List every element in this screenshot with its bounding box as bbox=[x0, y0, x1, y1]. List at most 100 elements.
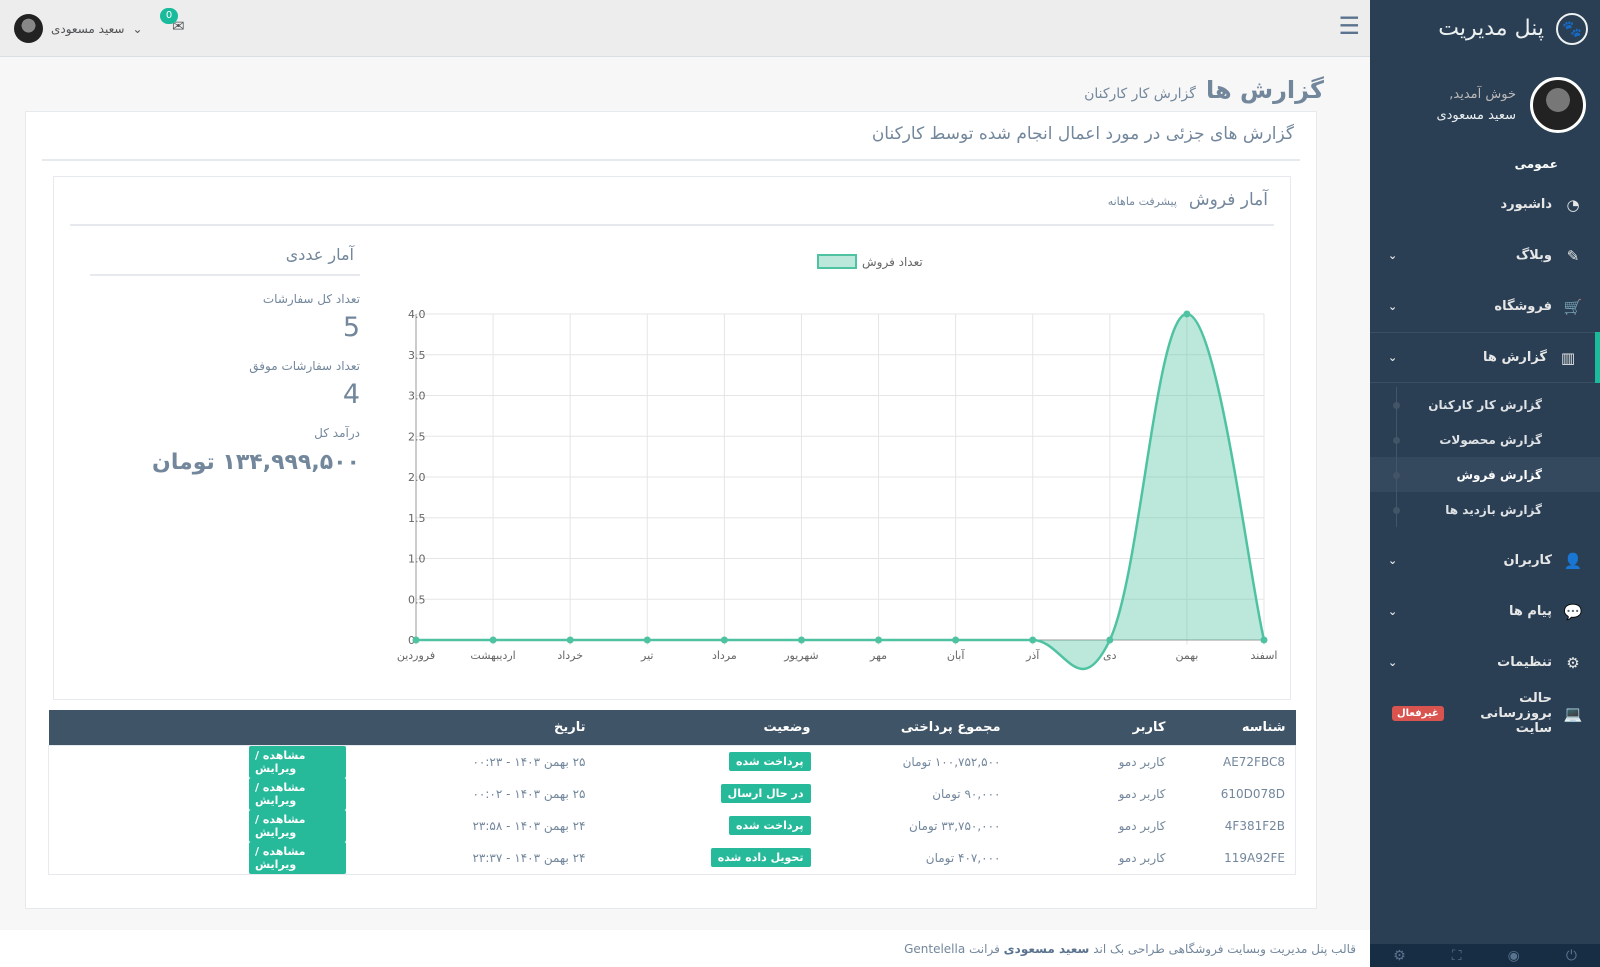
order-id: 610D078D bbox=[1220, 786, 1285, 801]
top-username: سعید مسعودی bbox=[51, 21, 125, 36]
x-tick-label: اردیبهشت bbox=[470, 649, 515, 662]
submenu-staff-report[interactable]: گزارش کار کارکنان bbox=[1370, 387, 1600, 422]
sales-panel-header: آمار فروش پیشرفت ماهانه bbox=[1108, 190, 1268, 210]
footer-author[interactable]: سعید مسعودی bbox=[1003, 942, 1090, 956]
data-point bbox=[1260, 636, 1268, 644]
brand[interactable]: 🐾 پنل مدیریت bbox=[1370, 0, 1600, 57]
sidebar: 🐾 پنل مدیریت خوش آمدید, سعید مسعودی عموم… bbox=[1370, 0, 1600, 967]
order-user: کاربر دمو bbox=[1118, 754, 1166, 769]
divider bbox=[42, 159, 1300, 161]
sidebar-item-dashboard[interactable]: ◔ داشبورد bbox=[1370, 179, 1600, 230]
x-tick-label: بهمن bbox=[1175, 649, 1198, 662]
x-tick-label: اسفند bbox=[1251, 649, 1278, 662]
panel-title: گزارش های جزئی در مورد اعمال انجام شده ت… bbox=[871, 124, 1294, 144]
sidebar-item-label: حالت بروزرسانی سایت bbox=[1480, 691, 1552, 736]
sidebar-item-label: گزارش ها bbox=[1483, 350, 1547, 365]
sidebar-item-settings[interactable]: ⚙ تنظیمات ⌄ bbox=[1370, 637, 1600, 688]
order-total: ۹۰,۰۰۰ تومان bbox=[932, 786, 1001, 801]
y-tick-label: 1.0 bbox=[408, 553, 426, 566]
sidebar-item-shop[interactable]: 🛒 فروشگاه ⌄ bbox=[1370, 281, 1600, 332]
table-row: 4F381F2B کاربر دمو ۳۳,۷۵۰,۰۰۰ تومان پرداخت … bbox=[49, 809, 1296, 842]
view-edit-button[interactable]: مشاهده / ویرایش bbox=[249, 745, 346, 778]
maintenance-status-badge: غیرفعال bbox=[1392, 706, 1444, 721]
sales-chart: 0 0.5 1.0 1.5 2.0 2.5 3.0 3.5 4.0 فروردین اردیبهشت… bbox=[372, 235, 1284, 695]
sales-chart-svg: 0 0.5 1.0 1.5 2.0 2.5 3.0 3.5 4.0 فروردین اردیبهشت… bbox=[397, 254, 1278, 671]
sidebar-item-reports[interactable]: ▥ گزارش ها ⌄ bbox=[1370, 332, 1600, 383]
user-dropdown[interactable]: ⌄ سعید مسعودی bbox=[14, 14, 143, 43]
mail-button[interactable]: ✉ 0 bbox=[160, 8, 185, 35]
welcome-text: خوش آمدید, bbox=[1449, 87, 1516, 102]
sidebar-item-label: تنظیمات bbox=[1497, 655, 1552, 670]
table-row: 610D078D کاربر دمو ۹۰,۰۰۰ تومان در حال ارسا… bbox=[49, 777, 1296, 810]
profile-username: سعید مسعودی bbox=[1436, 108, 1516, 123]
order-user: کاربر دمو bbox=[1118, 850, 1166, 865]
table-row: AE72FBC8 کاربر دمو ۱۰۰,۷۵۲,۵۰۰ تومان پرداخت… bbox=[49, 745, 1296, 778]
submenu-sales-report[interactable]: گزارش فروش bbox=[1370, 457, 1600, 492]
laptop-icon: 💻 bbox=[1563, 704, 1583, 723]
table-header-row: شناسه کاربر مجموع پرداختی وضعیت تاریخ bbox=[48, 710, 1296, 745]
gear-icon: ⚙ bbox=[1566, 653, 1580, 672]
profile: خوش آمدید, سعید مسعودی bbox=[1370, 57, 1600, 143]
order-date: ۲۴ بهمن ۱۴۰۳ - ۲۳:۳۷ bbox=[472, 850, 586, 865]
fullscreen-icon[interactable]: ⛶ bbox=[1451, 947, 1462, 964]
x-tick-label: مهر bbox=[869, 649, 887, 662]
order-date: ۲۴ بهمن ۱۴۰۳ - ۲۳:۵۸ bbox=[472, 818, 586, 833]
logout-icon[interactable]: ⏻ bbox=[1565, 947, 1577, 964]
successful-orders-label: تعداد سفارشات موفق bbox=[249, 359, 360, 373]
order-total: ۴۰۷,۰۰۰ تومان bbox=[925, 850, 1001, 865]
order-total: ۱۰۰,۷۵۲,۵۰۰ تومان bbox=[902, 754, 1001, 769]
table-row: 119A92FE کاربر دمو ۴۰۷,۰۰۰ تومان تحویل داده… bbox=[49, 841, 1296, 875]
sidebar-item-messages[interactable]: 💬 پیام ها ⌄ bbox=[1370, 586, 1600, 637]
order-user: کاربر دمو bbox=[1118, 786, 1166, 801]
view-edit-button[interactable]: مشاهده / ویرایش bbox=[249, 777, 346, 810]
chevron-down-icon: ⌄ bbox=[1388, 656, 1398, 669]
sidebar-item-users[interactable]: 👤 کاربران ⌄ bbox=[1370, 535, 1600, 586]
sidebar-item-label: وبلاگ bbox=[1515, 248, 1552, 263]
total-orders-value: 5 bbox=[342, 312, 360, 343]
view-edit-button[interactable]: مشاهده / ویرایش bbox=[249, 809, 346, 842]
col-date: تاریخ bbox=[554, 719, 586, 735]
sidebar-item-blog[interactable]: ✎ وبلاگ ⌄ bbox=[1370, 230, 1600, 281]
order-id: 119A92FE bbox=[1224, 850, 1285, 865]
status-badge: پرداخت شده bbox=[729, 816, 811, 835]
view-edit-button[interactable]: مشاهده / ویرایش bbox=[249, 841, 346, 874]
series-area bbox=[416, 314, 1264, 669]
orders-table: شناسه کاربر مجموع پرداختی وضعیت تاریخ AE… bbox=[48, 710, 1296, 875]
order-date: ۲۵ بهمن ۱۴۰۳ - ۰۰:۰۲ bbox=[472, 786, 586, 801]
y-tick-label: 3.0 bbox=[408, 390, 426, 403]
successful-orders-value: 4 bbox=[342, 379, 360, 410]
sidebar-item-maintenance[interactable]: 💻 حالت بروزرسانی سایت غیرفعال bbox=[1370, 688, 1600, 739]
status-badge: پرداخت شده bbox=[729, 752, 811, 771]
sidebar-item-label: داشبورد bbox=[1500, 197, 1552, 212]
data-point bbox=[412, 636, 420, 644]
col-user: کاربر bbox=[1132, 719, 1166, 735]
mail-count-badge: 0 bbox=[160, 8, 178, 24]
order-date: ۲۵ بهمن ۱۴۰۳ - ۰۰:۲۳ bbox=[472, 754, 586, 769]
chevron-down-icon: ⌄ bbox=[1388, 351, 1398, 364]
page-title: گزارش ها bbox=[1205, 76, 1324, 104]
cart-icon: 🛒 bbox=[1563, 297, 1583, 316]
chevron-down-icon: ⌄ bbox=[1388, 300, 1398, 313]
data-point bbox=[489, 636, 497, 644]
submenu-visits-report[interactable]: گزارش بازدید ها bbox=[1370, 492, 1600, 527]
legend-swatch bbox=[817, 254, 857, 269]
x-tick-label: فروردین bbox=[397, 649, 435, 662]
data-point bbox=[566, 636, 574, 644]
series-line bbox=[416, 312, 1266, 671]
settings-icon[interactable]: ⚙ bbox=[1393, 947, 1406, 964]
col-status: وضعیت bbox=[763, 719, 811, 735]
y-tick-label: 2.5 bbox=[408, 430, 426, 443]
main-panel: گزارش های جزئی در مورد اعمال انجام شده ت… bbox=[25, 111, 1317, 909]
lock-icon[interactable]: ◉ bbox=[1507, 947, 1520, 964]
status-badge: تحویل داده شده bbox=[710, 848, 811, 867]
menu-toggle-icon[interactable]: ☰ bbox=[1338, 12, 1360, 40]
sales-subtitle: پیشرفت ماهانه bbox=[1107, 195, 1177, 208]
data-point bbox=[643, 636, 651, 644]
submenu-products-report[interactable]: گزارش محصولات bbox=[1370, 422, 1600, 457]
chevron-down-icon: ⌄ bbox=[1388, 605, 1398, 618]
edit-icon: ✎ bbox=[1566, 246, 1580, 265]
dashboard-icon: ◔ bbox=[1566, 195, 1580, 214]
data-point bbox=[797, 636, 805, 644]
x-tick-label: شهریور bbox=[783, 649, 818, 662]
col-total: مجموع پرداختی bbox=[900, 719, 1001, 735]
